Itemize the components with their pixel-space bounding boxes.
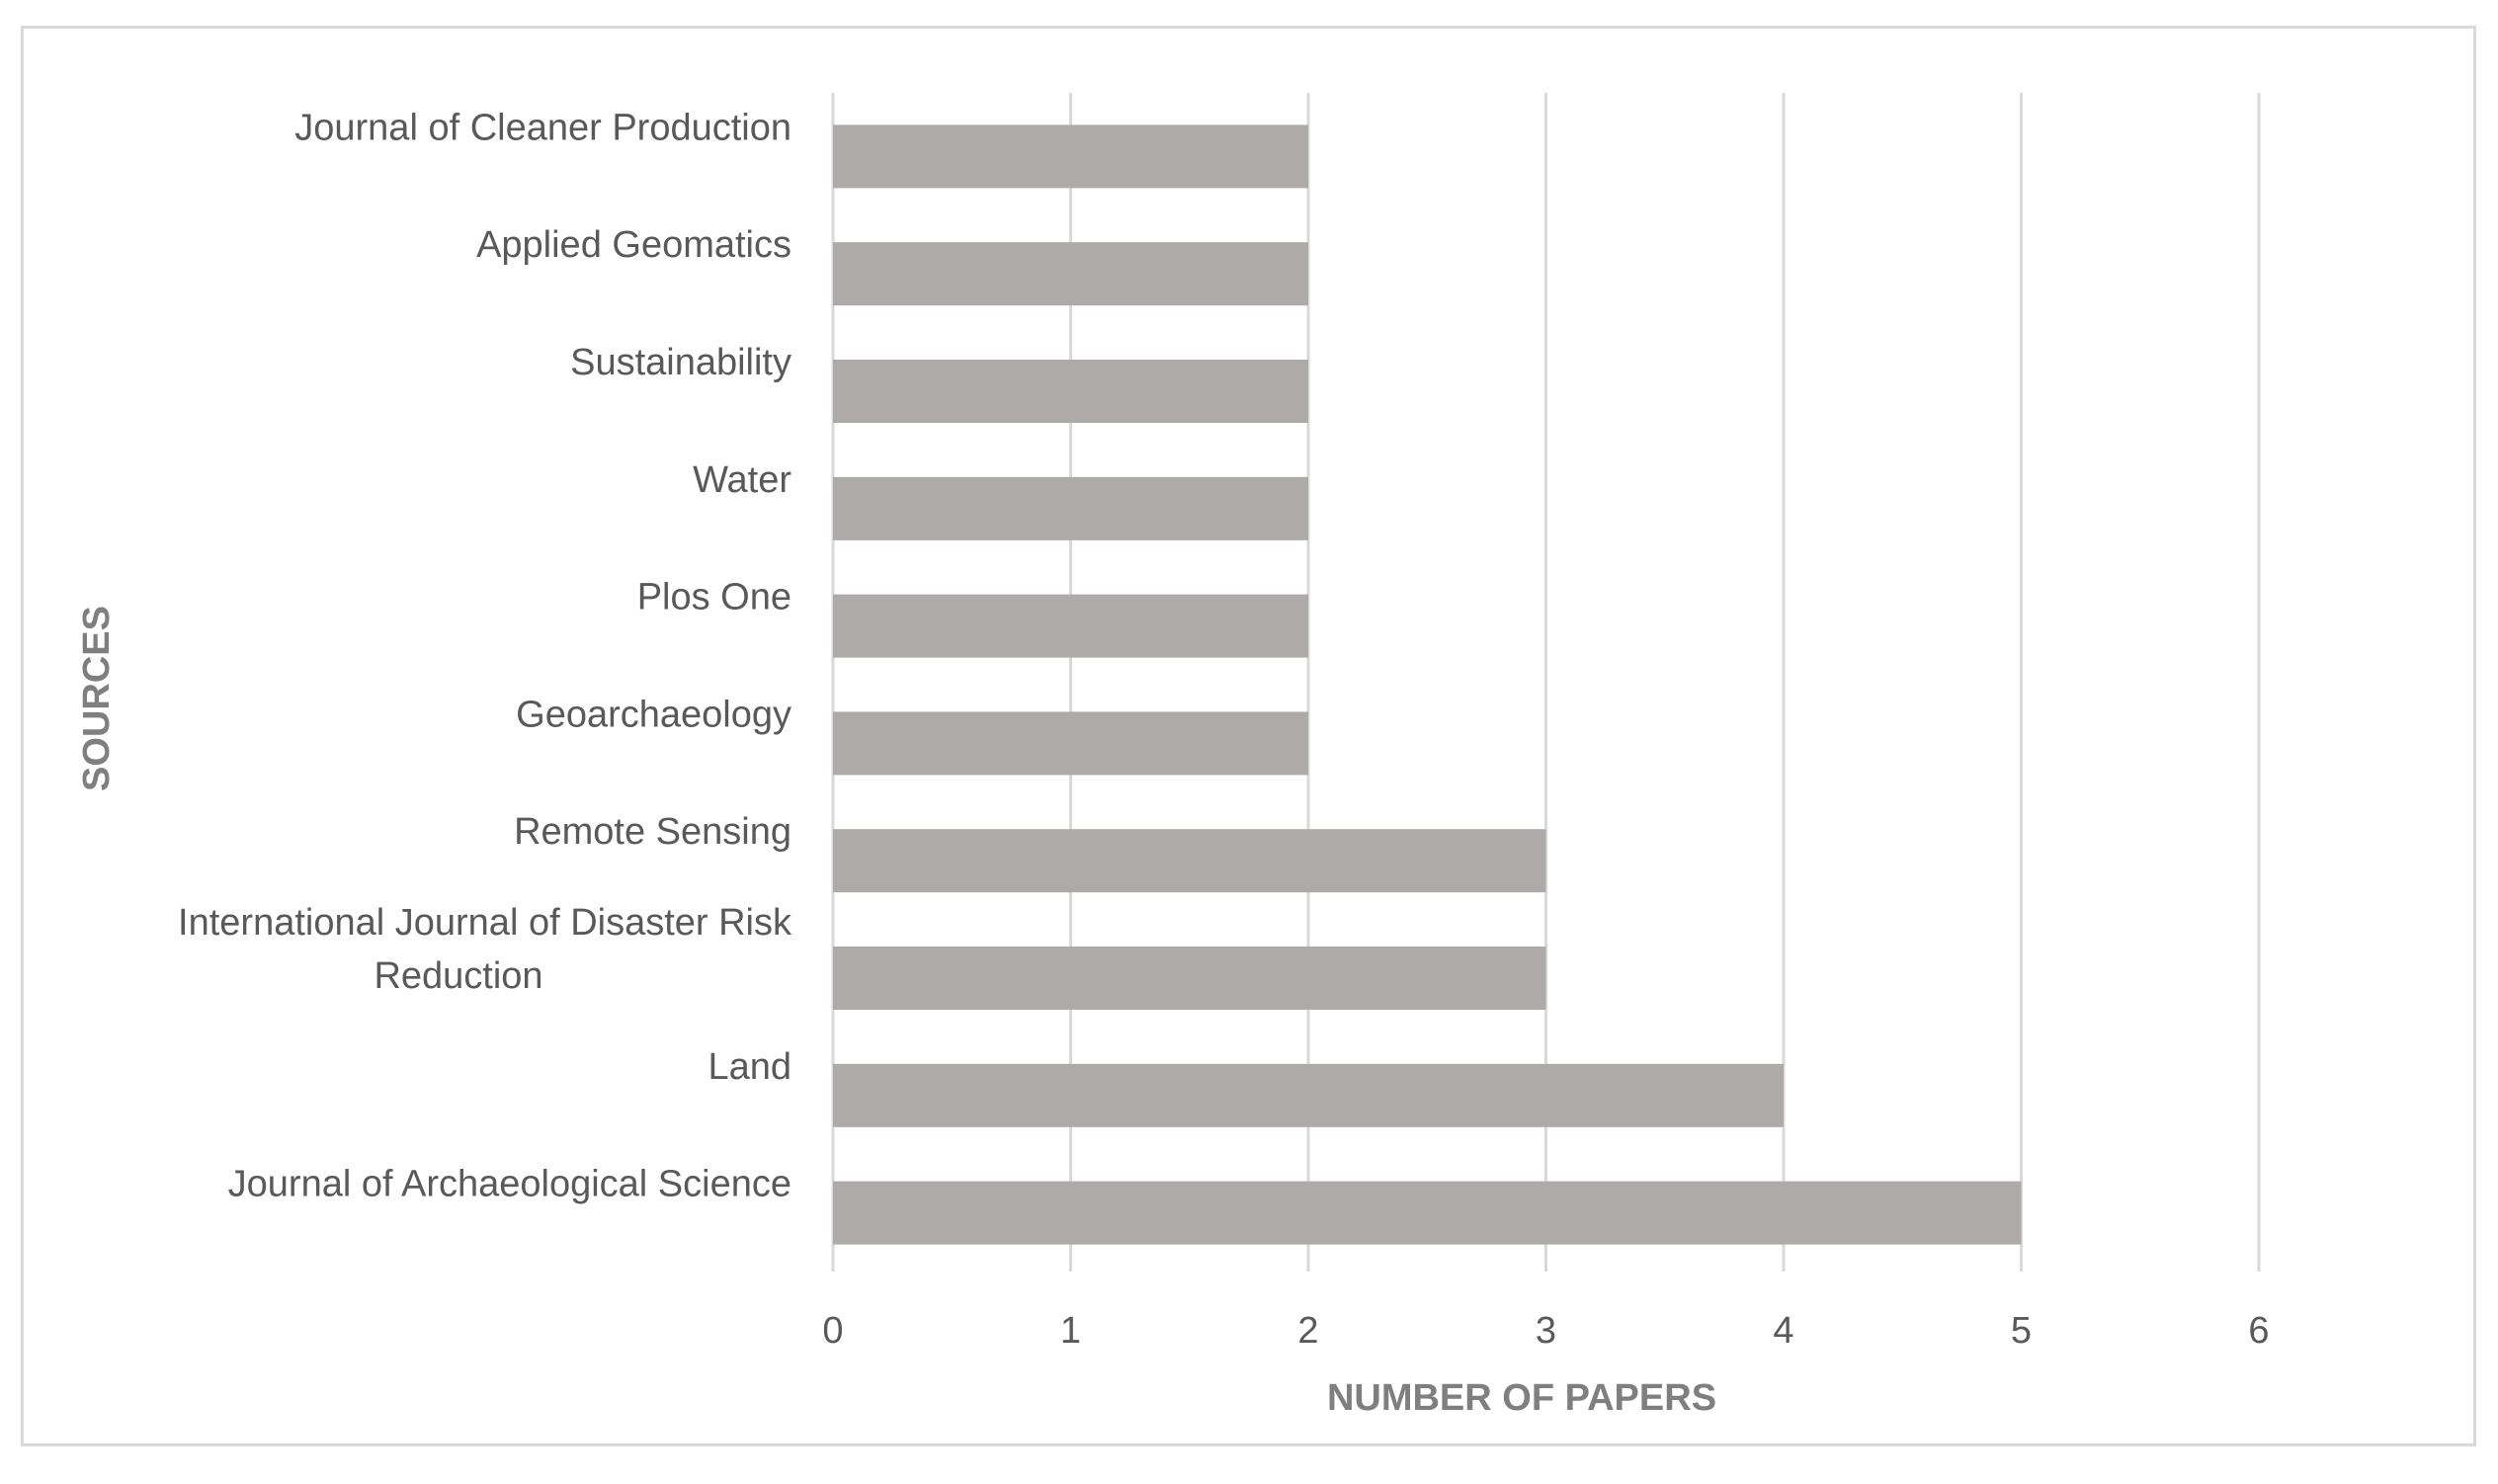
x-tick-label: 6 [2248, 1310, 2269, 1352]
x-axis-title: NUMBER OF PAPERS [1327, 1377, 1716, 1419]
category-label: Geoarchaeology [516, 694, 791, 735]
bar [833, 829, 1546, 893]
bar [833, 1063, 1784, 1127]
category-label: Journal of Cleaner Production [294, 107, 791, 148]
category-labels: Journal of Cleaner Production Applied Geo… [178, 107, 792, 1204]
x-tick-label: 0 [822, 1310, 843, 1352]
bar [833, 711, 1308, 776]
category-label: Water [693, 459, 791, 501]
category-label: Journal of Archaeological Science [228, 1164, 791, 1205]
category-label: Land [708, 1046, 791, 1088]
category-label: Remote Sensing [514, 811, 791, 853]
x-tick-label: 5 [2011, 1310, 2032, 1352]
x-tick-label: 4 [1773, 1310, 1793, 1352]
bar [833, 476, 1308, 540]
bars [833, 124, 2022, 1245]
category-label: Reduction [374, 955, 542, 997]
bar [833, 1181, 2022, 1245]
bar [833, 360, 1308, 423]
bar-chart: Journal of Cleaner Production Applied Geo… [76, 93, 2270, 1419]
x-tick-labels: 0 1 2 3 4 5 6 [822, 1310, 2269, 1352]
bar [833, 947, 1546, 1010]
x-tick-label: 2 [1297, 1310, 1318, 1352]
bar [833, 594, 1308, 658]
category-label: International Journal of Disaster Risk [178, 902, 792, 944]
bar [833, 124, 1308, 189]
bar [833, 242, 1308, 306]
category-label: Sustainability [570, 342, 791, 383]
category-label: Applied Geomatics [476, 224, 791, 266]
x-tick-label: 1 [1060, 1310, 1081, 1352]
chart-frame: Journal of Cleaner Production Applied Geo… [21, 26, 2476, 1446]
category-label: Plos One [637, 577, 791, 618]
y-axis-title: SOURCES [76, 606, 118, 791]
x-tick-label: 3 [1536, 1310, 1556, 1352]
